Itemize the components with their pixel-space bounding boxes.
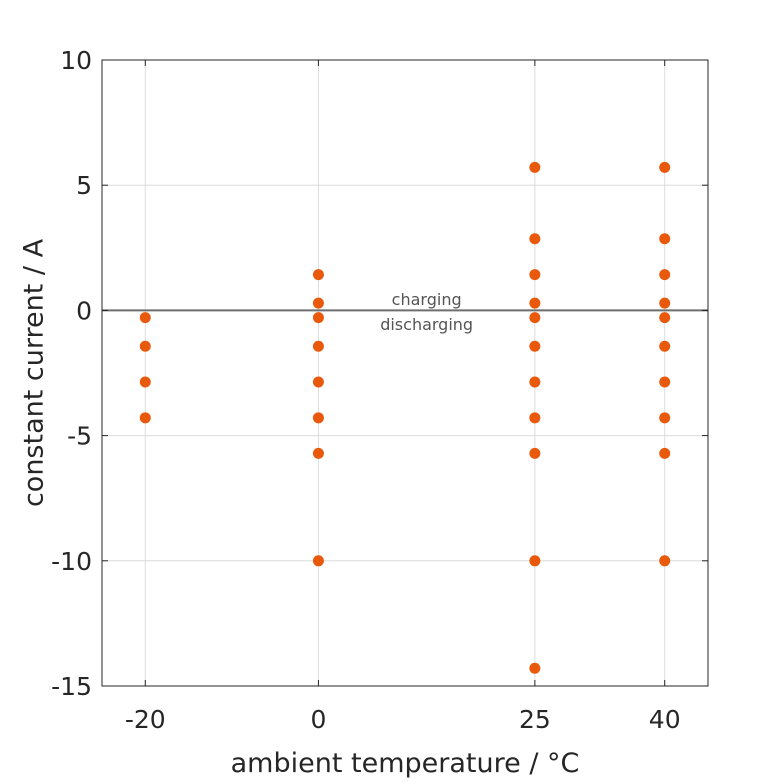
data-point [139,312,151,324]
grid-lines [102,59,708,687]
data-point [659,447,671,459]
data-point [529,340,541,352]
data-point [312,340,324,352]
data-point [659,312,671,324]
data-point [529,412,541,424]
data-point [139,412,151,424]
plot-area-frame [101,59,709,687]
annotation-label: charging [392,290,462,309]
data-point [659,297,671,309]
y-tick-label: 10 [60,46,92,75]
y-tick-label: 0 [76,296,92,325]
y-axis-title: constant current / A [18,238,49,507]
data-point [659,340,671,352]
data-point [529,269,541,281]
x-axis-title: ambient temperature / °C [231,748,580,779]
data-point [139,340,151,352]
y-tick-label: -15 [51,672,92,701]
annotations: charging discharging [380,290,473,334]
data-point [529,161,541,173]
data-point [529,662,541,674]
x-tick-label: 0 [310,705,326,734]
data-point [529,555,541,567]
data-point [139,376,151,388]
data-point [529,447,541,459]
data-point [529,297,541,309]
data-point [659,161,671,173]
data-point [312,447,324,459]
data-point [312,376,324,388]
data-point [659,269,671,281]
x-tick-label: -20 [125,705,166,734]
data-points [139,161,671,674]
data-point [659,412,671,424]
x-tick-label: 40 [649,705,681,734]
data-point [659,233,671,245]
data-point [312,555,324,567]
data-point [529,312,541,324]
data-point [312,312,324,324]
data-point [312,412,324,424]
data-point [659,376,671,388]
data-point [529,376,541,388]
data-point [312,297,324,309]
y-tick-label: -5 [67,422,92,451]
data-point [659,555,671,567]
data-point [312,269,324,281]
data-point [529,233,541,245]
x-axis-ticks: -20 0 25 40 [125,60,681,734]
y-axis-ticks: -15 -10 -5 0 5 10 [51,46,708,701]
annotation-label: discharging [380,315,473,334]
x-tick-label: 25 [519,705,551,734]
y-tick-label: 5 [76,171,92,200]
y-tick-label: -10 [51,547,92,576]
